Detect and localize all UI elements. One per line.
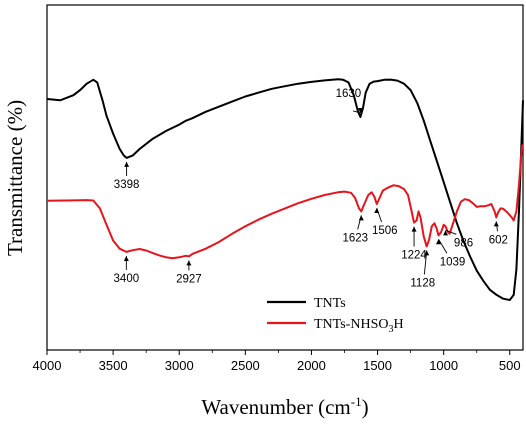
- peak-2927-arrowhead: [186, 260, 192, 266]
- x-tick-label-1500: 1500: [363, 358, 392, 373]
- peak-2927-annotation: 2927: [176, 260, 202, 285]
- peak-1039-label: 1039: [440, 256, 466, 268]
- peak-1128-label: 1128: [410, 277, 435, 289]
- peak-1039-annotation: 1039: [436, 239, 465, 268]
- peak-1623-label: 1623: [342, 232, 368, 244]
- peak-2927-label: 2927: [176, 273, 202, 285]
- peak-3398-label: 3398: [114, 179, 140, 191]
- peak-3398-arrowhead: [124, 161, 130, 167]
- peak-1128-annotation: 1128: [410, 250, 435, 289]
- x-tick-label-1000: 1000: [429, 358, 458, 373]
- peak-1623-annotation: 1623: [342, 215, 368, 244]
- peak-986-label: 986: [454, 237, 473, 249]
- peak-1224-arrowhead: [411, 226, 417, 232]
- legend: TNTs TNTs-NHSO3H: [267, 296, 404, 335]
- peak-1039-arrow: [438, 239, 448, 254]
- series-line-tnts-nhso3h: [46, 143, 524, 260]
- legend-label-tnts: TNTs: [314, 296, 346, 311]
- peak-986-annotation: 986: [443, 229, 473, 249]
- peak-602-arrowhead: [493, 221, 499, 227]
- peak-986-arrowhead: [443, 230, 449, 236]
- peak-3400-annotation: 3400: [114, 255, 140, 285]
- annotation-layer: 3398 1630 3400 2927 1623 1506 1224 1128 1039 986 6…: [114, 88, 508, 289]
- peak-1630-label: 1630: [336, 88, 362, 100]
- peak-3400-label: 3400: [114, 273, 140, 285]
- peak-1224-annotation: 1224: [401, 226, 427, 262]
- plot-area: [46, 4, 524, 351]
- series-layer: [46, 78, 524, 301]
- x-tick-label-2500: 2500: [231, 358, 260, 373]
- x-axis-title: Wavenumber (cm-1): [201, 394, 368, 419]
- peak-1039-arrowhead: [436, 239, 442, 245]
- peak-3398-annotation: 3398: [114, 161, 140, 191]
- legend-label-tnts-nhso3h: TNTs-NHSO3H: [314, 317, 404, 335]
- peak-1506-label: 1506: [372, 225, 398, 237]
- peak-986-arrow: [445, 229, 457, 235]
- peak-1506-arrowhead: [374, 207, 380, 213]
- peak-1630-arrow: [353, 110, 361, 114]
- peak-602-annotation: 602: [489, 221, 508, 246]
- plot-frame: [46, 4, 524, 351]
- peak-1623-arrowhead: [358, 215, 364, 221]
- y-axis-title: Transmittance (%): [3, 100, 27, 256]
- peak-3400-arrowhead: [123, 255, 129, 261]
- x-tick-label-2000: 2000: [297, 358, 326, 373]
- peak-1506-annotation: 1506: [372, 207, 398, 237]
- series-line-tnts: [46, 78, 524, 301]
- x-tick-label-500: 500: [499, 358, 521, 373]
- peak-1224-label: 1224: [401, 250, 427, 262]
- peak-1128-arrowhead: [424, 250, 430, 256]
- x-tick-label-3500: 3500: [99, 358, 128, 373]
- x-axis: 4000 3500 3000 2500 2000 1500 1000 500: [33, 350, 521, 373]
- x-tick-label-4000: 4000: [33, 358, 62, 373]
- peak-1630-annotation: 1630: [336, 88, 363, 114]
- peak-602-label: 602: [489, 234, 508, 246]
- x-tick-label-3000: 3000: [165, 358, 194, 373]
- peak-1630-arrowhead: [357, 107, 363, 113]
